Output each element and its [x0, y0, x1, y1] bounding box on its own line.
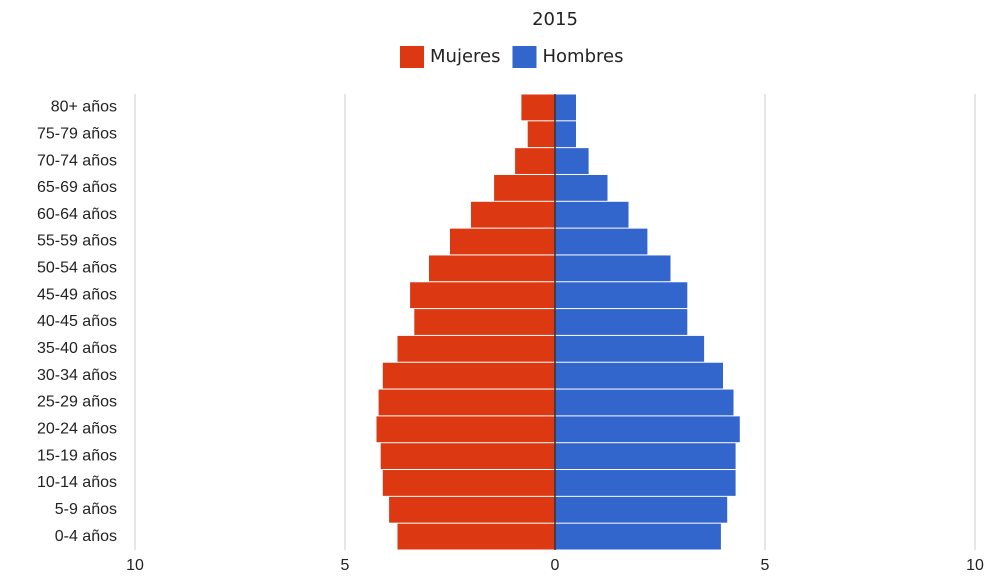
bar: [555, 443, 736, 470]
y-tick-label: 25-29 años: [37, 394, 117, 411]
bar: [429, 255, 555, 282]
bar: [555, 496, 728, 523]
legend-label: Mujeres: [430, 46, 500, 67]
y-tick-label: 80+ años: [51, 99, 117, 116]
y-tick-label: 50-54 años: [37, 260, 117, 277]
bar: [527, 121, 555, 148]
bar: [380, 443, 555, 470]
y-tick-label: 30-34 años: [37, 367, 117, 384]
bar: [397, 523, 555, 550]
y-tick-label: 5-9 años: [55, 501, 117, 518]
legend-swatch: [512, 46, 537, 68]
bar: [555, 523, 721, 550]
legend-swatch: [400, 46, 424, 68]
x-tick-label: 10: [126, 557, 144, 574]
bar: [414, 309, 555, 335]
y-tick-label: 70-74 años: [37, 152, 117, 169]
y-tick-label: 65-69 años: [37, 179, 117, 196]
bar: [555, 335, 705, 362]
bar: [555, 470, 736, 496]
bar: [555, 94, 576, 121]
bar: [555, 255, 671, 282]
y-tick-label: 35-40 años: [37, 340, 117, 357]
bar: [555, 174, 608, 201]
bar: [555, 121, 576, 148]
y-tick-label: 10-14 años: [37, 474, 117, 491]
bar: [555, 201, 629, 228]
y-tick-label: 75-79 años: [37, 125, 117, 142]
bar: [389, 496, 555, 523]
x-tick-label: 10: [966, 557, 984, 574]
y-tick-label: 60-64 años: [37, 206, 117, 223]
bar: [555, 416, 740, 443]
bar: [382, 362, 555, 389]
bar: [555, 282, 688, 309]
bar: [555, 362, 723, 389]
bar: [515, 148, 555, 174]
bar: [378, 389, 555, 416]
bar: [450, 228, 555, 255]
bar: [410, 282, 555, 309]
bar: [397, 335, 555, 362]
y-tick-label: 15-19 años: [37, 447, 117, 464]
y-tick-label: 20-24 años: [37, 421, 117, 438]
bar: [471, 201, 555, 228]
y-tick-label: 40-45 años: [37, 313, 117, 330]
bar: [382, 470, 555, 496]
y-tick-label: 45-49 años: [37, 286, 117, 303]
legend-label: Hombres: [542, 46, 623, 67]
bar: [521, 94, 555, 121]
bar: [376, 416, 555, 443]
bar: [555, 228, 648, 255]
x-tick-label: 5: [761, 557, 770, 574]
bar: [494, 174, 555, 201]
bar: [555, 148, 589, 174]
chart-title: 2015: [532, 9, 578, 30]
x-tick-label: 5: [341, 557, 350, 574]
x-tick-label: 0: [551, 557, 560, 574]
y-tick-label: 0-4 años: [55, 528, 117, 545]
bar: [555, 309, 688, 335]
y-tick-label: 55-59 años: [37, 233, 117, 250]
bar: [555, 389, 734, 416]
